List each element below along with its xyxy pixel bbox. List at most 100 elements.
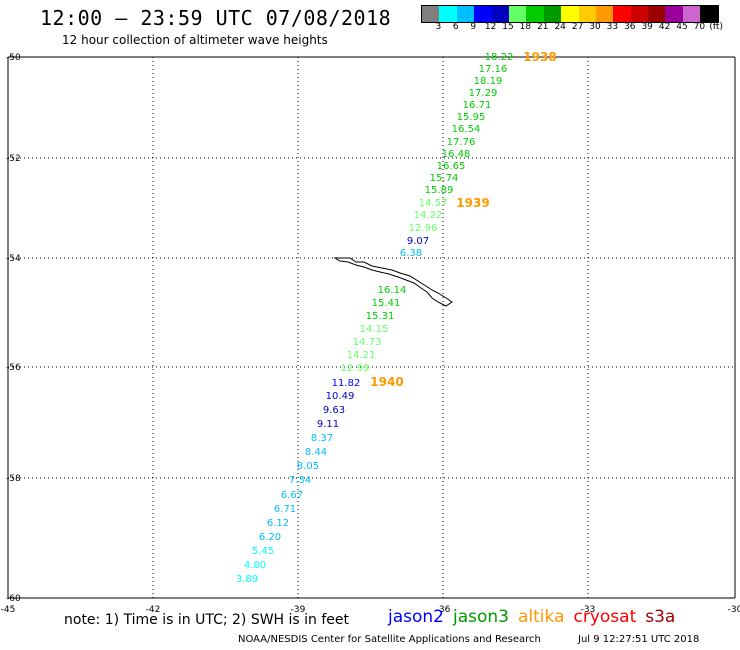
wave-height-label: 6.71 [274,504,296,515]
latitude-tick-label: -50 [6,53,21,63]
colorbar-swatch [561,6,579,22]
wave-height-label: 10.49 [326,391,355,402]
colorbar-tick-label: 15 [502,22,514,32]
colorbar-swatch [422,6,440,22]
page-title: 12:00 – 23:59 UTC 07/08/2018 [40,6,392,30]
colorbar-swatch [543,6,562,22]
colorbar-unit: (ft) [709,22,723,32]
colorbar-tick-label: 70 [693,22,706,32]
wave-height-label: 16.14 [378,285,407,296]
wave-height-label: 8.37 [311,433,333,444]
wave-height-label: 16.71 [463,100,492,111]
legend-item-s3a: s3a [645,607,676,627]
longitude-tick-label: -36 [436,605,451,615]
wave-height-label: 6.12 [267,518,289,529]
wave-height-label: 6.67 [281,490,303,501]
pass-time-label: 1938 [523,50,556,64]
legend-item-jason2: jason2 [388,607,444,627]
longitude-tick-label: -42 [146,605,161,615]
longitude-tick-label: -30 [728,605,740,615]
legend-item-cryosat: cryosat [573,607,637,627]
wave-height-label: 6.20 [259,532,281,543]
longitude-tick-label: -33 [581,605,596,615]
colorbar-tick-label: 24 [554,22,566,32]
colorbar-tick-label: 36 [624,22,636,32]
colorbar-tick-label: 3 [435,22,442,32]
colorbar-tick-label: 33 [606,22,619,32]
wave-height-label: 15.31 [366,311,395,322]
pass-time-label: 1940 [370,375,403,389]
wave-height-label: 8.44 [305,447,327,458]
colorbar-tick-label: 27 [571,22,584,32]
colorbar-tick-label: 45 [676,22,688,32]
latitude-tick-label: -58 [6,474,21,484]
map-tick-labels: -45 -42 -39 -36 -33 -30 -50 -52 -54 -56 -58 -60 [1,53,740,615]
wave-height-label: 16.48 [442,149,471,160]
wave-height-label: 18.19 [474,76,503,87]
wave-height-label: 3.89 [236,574,258,585]
colorbar-tick-label: 18 [519,22,532,32]
colorbar-swatch [700,6,718,22]
colorbar-tick-label: 6 [452,22,459,32]
colorbar-tick-label: 21 [537,22,549,32]
page-subtitle: 12 hour collection of altimeter wave hei… [62,33,328,47]
colorbar-swatch [613,6,631,22]
colorbar-swatch [508,6,527,22]
wave-height-label: 12.96 [409,223,438,234]
colorbar-swatch [648,6,666,22]
pass-time-labels: 1938 1939 1940 [370,50,556,389]
wave-height-label: 17.76 [447,137,476,148]
colorbar-swatch [456,6,475,22]
wave-height-label: 14.15 [360,324,389,335]
colorbar [421,5,719,23]
colorbar-labels: 3 6 9 12 15 18 21 24 27 30 33 36 39 42 45 70 (ft) [421,22,740,34]
wave-height-label: 15.41 [372,298,401,309]
latitude-tick-label: -56 [6,363,21,373]
wave-height-label: 15.74 [430,173,459,184]
colorbar-swatch [491,6,509,22]
generated-timestamp: Jul 9 12:27:51 UTC 2018 [578,634,700,645]
wave-height-label: 4.80 [244,560,266,571]
wave-height-label: 9.11 [317,419,339,430]
satellite-legend: jason2 jason3 altika cryosat s3a [388,607,684,627]
colorbar-swatch [526,6,544,22]
wave-height-label: 5.45 [252,546,274,557]
credit-line: NOAA/NESDIS Center for Satellite Applica… [238,634,541,645]
wave-height-label: 16.65 [437,161,466,172]
footnote: note: 1) Time is in UTC; 2) SWH is in fe… [64,612,350,628]
wave-height-label: 8.05 [297,461,319,472]
map-grid [7,56,736,599]
colorbar-swatch [578,6,596,22]
wave-height-label: 7.34 [289,475,311,486]
colorbar-tick-label: 30 [589,22,601,32]
wave-height-label: 9.07 [407,236,429,247]
wave-height-label: 12.99 [341,363,370,374]
wave-height-label: 14.57 [419,198,448,209]
wave-height-label: 6.38 [400,248,422,259]
wave-height-label: 14.22 [414,210,443,221]
wave-height-label: 15.95 [457,112,486,123]
island-outline [333,257,453,307]
colorbar-swatch [439,6,457,22]
longitude-tick-label: -45 [1,605,16,615]
colorbar-swatch [682,6,701,22]
colorbar-tick-label: 9 [470,22,477,32]
pass-time-label: 1939 [456,196,489,210]
colorbar-swatch [630,6,649,22]
colorbar-swatch [474,6,492,22]
latitude-tick-label: -54 [6,254,21,264]
wave-height-label: 14.73 [353,337,382,348]
wave-height-label: 18.22 [485,52,514,63]
wave-height-label: 17.29 [469,88,498,99]
wave-height-label: 17.16 [479,64,508,75]
longitude-tick-label: -39 [291,605,306,615]
wave-height-label: 15.89 [425,185,454,196]
colorbar-tick-label: 42 [658,22,671,32]
colorbar-swatch [665,6,683,22]
colorbar-tick-label: 12 [484,22,497,32]
colorbar-swatch [595,6,614,22]
colorbar-tick-label: 39 [641,22,653,32]
